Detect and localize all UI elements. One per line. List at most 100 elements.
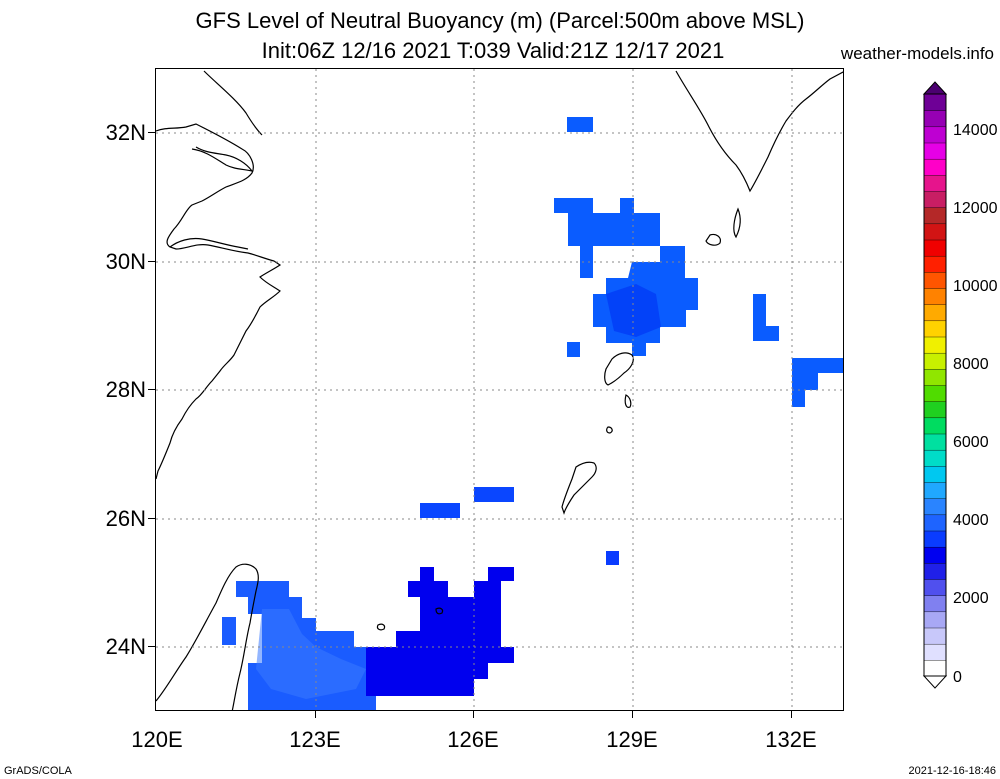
field-region-taiwan-west (222, 617, 236, 645)
colorbar-cell (923, 320, 947, 338)
lat-tick-30n (148, 261, 155, 262)
lon-label-132e: 132E (765, 727, 817, 752)
colorbar-cell (923, 190, 947, 208)
lat-tick-28n (148, 389, 155, 390)
colorbar-cell (923, 126, 947, 144)
colorbar-cell (923, 594, 947, 613)
colorbar-cell (923, 611, 947, 629)
island-east-china-sea-2 (376, 623, 386, 631)
colorbar-cell (923, 93, 947, 111)
coastline-taiwan (156, 563, 259, 710)
colorbar-cell (923, 109, 947, 128)
colorbar-cell (923, 530, 947, 548)
colorbar-cell (923, 497, 947, 516)
lat-label-24n: 24N (105, 634, 146, 659)
lat-lon-grid (156, 69, 843, 710)
field-block-26n-a (420, 503, 460, 518)
island-ryukyu-4 (606, 426, 613, 434)
colorbar-label-2000: 2000 (953, 590, 989, 607)
colorbar-label-6000: 6000 (953, 434, 989, 451)
field-block-east-a (753, 294, 779, 341)
field-region-north (554, 198, 698, 356)
map-panel (155, 68, 844, 711)
colorbar-cell (923, 368, 947, 386)
chart-subtitle: Init:06Z 12/16 2021 T:039 Valid:21Z 12/1… (261, 38, 725, 63)
colorbar-cell (923, 303, 947, 322)
colorbar-cell (923, 336, 947, 354)
colorbar-cell (923, 433, 947, 451)
lon-label-120e: 120E (131, 727, 183, 752)
colorbar-cell (923, 481, 947, 499)
colorbar-label-8000: 8000 (953, 356, 989, 373)
colorbar-cell (923, 627, 947, 645)
lon-tick-132e (791, 711, 792, 718)
colorbar-cell (923, 142, 947, 160)
colorbar-cell (923, 255, 947, 273)
lat-label-28n: 28N (105, 377, 146, 402)
colorbar-cell (923, 174, 947, 192)
colorbar-cell (923, 449, 947, 467)
lat-tick-24n (148, 646, 155, 647)
colorbar-label-12000: 12000 (953, 200, 998, 217)
lon-label-126e: 126E (447, 727, 499, 752)
island-kyushu (675, 70, 843, 193)
colorbar-label-14000: 14000 (953, 122, 998, 139)
lon-tick-123e (315, 711, 316, 718)
island-east-china-sea-1 (435, 607, 444, 615)
colorbar-cell (923, 287, 947, 305)
island-ryukyu-2 (561, 461, 597, 515)
field-block-east-b (792, 358, 843, 407)
chart-title: GFS Level of Neutral Buoyancy (m) (Parce… (195, 8, 805, 33)
colorbar-cell (923, 352, 947, 370)
field-block-32n (567, 117, 593, 132)
colorbar-cell (923, 578, 947, 596)
lon-tick-129e (632, 711, 633, 718)
colorbar-cell (923, 659, 947, 677)
island-tanegashima (733, 207, 741, 239)
colorbar-label-10000: 10000 (953, 278, 998, 295)
colorbar-cell (923, 384, 947, 402)
lat-label-30n: 30N (105, 249, 146, 274)
island-ryukyu-1 (604, 352, 634, 386)
colorbar-outline (923, 93, 947, 677)
lon-label-123e: 123E (289, 727, 341, 752)
colorbar-label-0: 0 (953, 669, 962, 686)
field-region-ryukyu-south (366, 567, 514, 696)
colorbar-cell (923, 223, 947, 241)
lat-tick-26n (148, 518, 155, 519)
lat-tick-32n (148, 132, 155, 133)
colorbar-cell (923, 158, 947, 176)
colorbar-cell (923, 206, 947, 225)
map-canvas (156, 69, 843, 710)
colorbar-cell (923, 465, 947, 483)
colorbar-cell (923, 239, 947, 257)
credit-label: GrADS/COLA (4, 765, 72, 777)
colorbar-cells (923, 93, 947, 677)
coastline-north-china (203, 70, 263, 136)
colorbar-cell (923, 417, 947, 435)
coastline-yangtze (191, 146, 254, 172)
coastline-china (156, 123, 282, 480)
coastlines (156, 70, 843, 710)
colorbar-top-arrow (922, 81, 948, 95)
lat-label-32n: 32N (105, 120, 146, 145)
colorbar-cell (923, 562, 947, 580)
island-ryukyu-3 (624, 394, 632, 408)
colorbar-cell (923, 546, 947, 564)
lat-label-26n: 26N (105, 506, 146, 531)
colorbar-cell (923, 643, 947, 661)
colorbar-bottom-arrow (922, 675, 948, 689)
field-shade-taiwan (256, 609, 366, 699)
field-block-25n (606, 551, 619, 565)
island-yakushima (705, 233, 721, 246)
buoyancy-field (222, 117, 843, 710)
lon-tick-126e (473, 711, 474, 718)
field-block-26n-b (474, 487, 514, 502)
colorbar-cell (923, 400, 947, 419)
lon-label-129e: 129E (606, 727, 658, 752)
colorbar (922, 81, 948, 689)
colorbar-cell (923, 271, 947, 289)
source-label: weather-models.info (840, 44, 994, 63)
timestamp-label: 2021-12-16-18:46 (908, 765, 996, 777)
field-block-28-5n (567, 342, 580, 357)
